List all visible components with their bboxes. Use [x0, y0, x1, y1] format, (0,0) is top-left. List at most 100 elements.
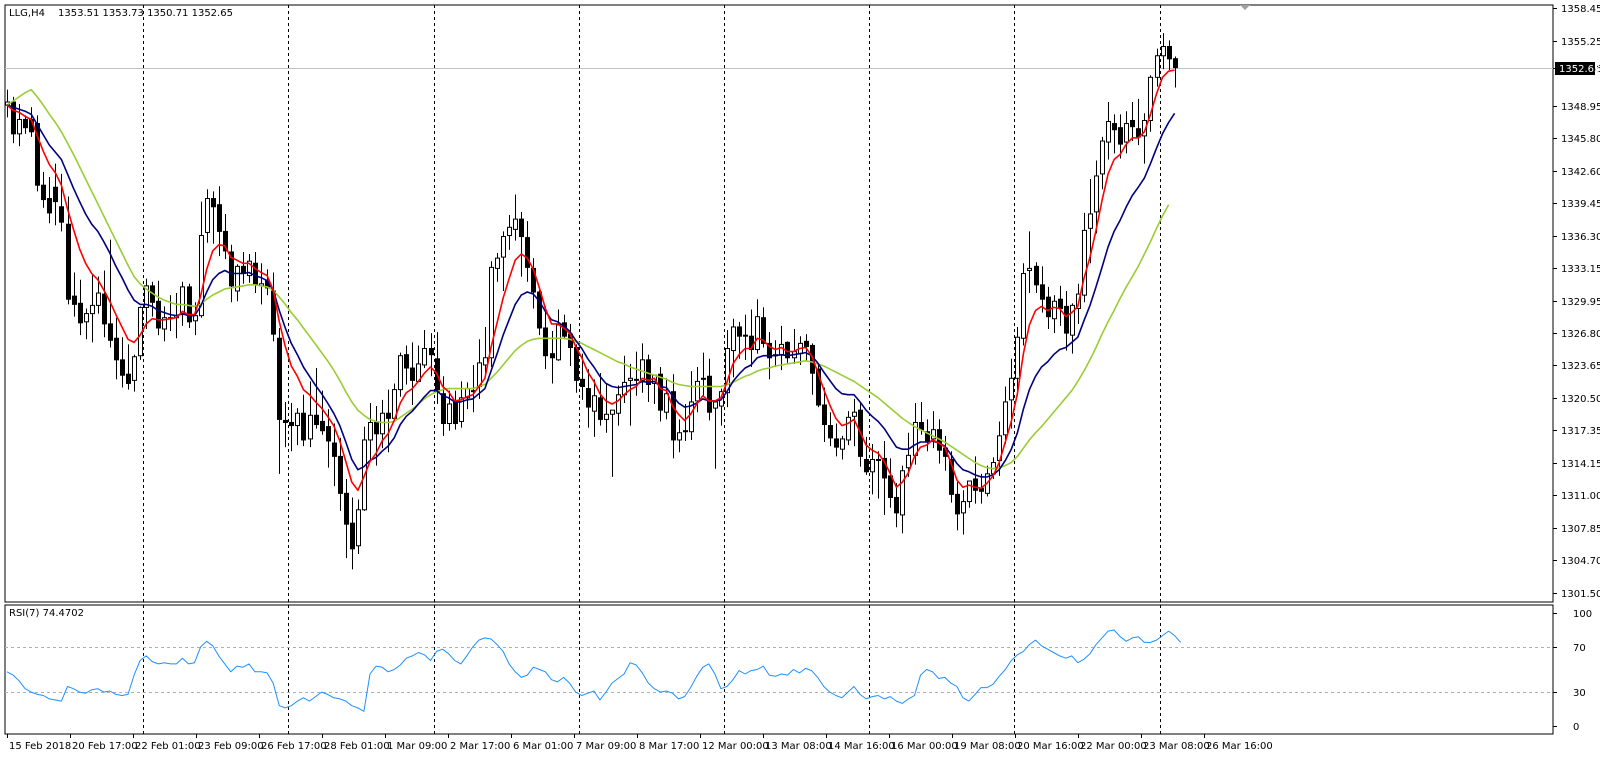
bull-candle-body — [1082, 229, 1087, 296]
bull-candle-body — [900, 470, 905, 516]
candle — [114, 317, 119, 380]
bear-candle-body — [525, 237, 530, 268]
candle — [1003, 386, 1008, 445]
candle — [683, 403, 688, 441]
price-tick-label: 1301.50 — [1561, 589, 1600, 600]
bull-candle-body — [1003, 401, 1008, 436]
bear-candle-body — [1112, 123, 1117, 131]
bull-candle-body — [90, 304, 95, 315]
price-panel[interactable] — [4, 4, 1554, 603]
candle — [519, 211, 524, 277]
candle — [120, 337, 125, 388]
bear-candle-body — [574, 346, 579, 381]
candle — [634, 351, 639, 396]
time-tick-label: 22 Mar 00:00 — [1080, 741, 1147, 752]
bear-candle-body — [102, 293, 107, 325]
bear-candle-body — [211, 198, 216, 208]
candle — [332, 423, 337, 487]
candle — [900, 465, 905, 534]
bull-candle-body — [17, 118, 22, 135]
rsi-tick-label: 100 — [1573, 609, 1592, 620]
bear-candle-body — [441, 393, 446, 425]
time-tick-label: 20 Feb 17:00 — [72, 741, 138, 752]
bear-candle-body — [1130, 119, 1135, 128]
price-tick-label: 1333.15 — [1561, 264, 1600, 275]
bear-candle-body — [580, 378, 585, 388]
bull-candle-body — [483, 357, 488, 366]
bull-candle-body — [162, 317, 167, 330]
bear-candle-body — [658, 373, 663, 411]
candle — [755, 299, 760, 354]
time-tick-label: 6 Mar 01:00 — [513, 741, 573, 752]
candle — [1118, 114, 1123, 159]
candle — [671, 374, 676, 459]
bear-candle-body — [761, 317, 766, 344]
bear-candle-body — [707, 375, 712, 413]
rsi-panel[interactable] — [4, 604, 1554, 735]
candle — [84, 308, 89, 340]
bear-candle-body — [59, 206, 64, 223]
candle — [725, 330, 730, 408]
candle — [1027, 231, 1032, 294]
price-tick-label: 1307.85 — [1561, 524, 1600, 535]
price-tick-label: 1323.65 — [1561, 361, 1600, 372]
bear-candle-body — [332, 442, 337, 457]
bear-candle-body — [955, 493, 960, 515]
bull-candle-body — [931, 429, 936, 440]
rsi-tick-label: 70 — [1573, 643, 1586, 654]
bear-candle-body — [876, 458, 881, 461]
price-tick-label: 1314.15 — [1561, 459, 1600, 470]
candle — [537, 289, 542, 336]
bull-candle-body — [967, 480, 972, 503]
rsi-title: RSI(7) 74.4702 — [9, 608, 84, 619]
time-tick-label: 23 Feb 09:00 — [198, 741, 264, 752]
rsi-tick-label: 0 — [1573, 722, 1579, 733]
bear-candle-body — [864, 458, 869, 473]
bull-candle-body — [725, 348, 730, 394]
candle — [713, 401, 718, 469]
candle — [47, 176, 52, 224]
bull-candle-body — [1100, 140, 1105, 175]
bear-candle-body — [53, 186, 58, 203]
time-tick-label: 8 Mar 17:00 — [639, 741, 699, 752]
candle — [1161, 33, 1166, 70]
bull-candle-body — [1052, 300, 1057, 320]
bull-candle-body — [459, 397, 464, 422]
bear-candle-body — [320, 420, 325, 432]
candle — [320, 390, 325, 435]
candle — [314, 368, 319, 429]
bull-candle-body — [1155, 55, 1160, 78]
time-tick-label: 2 Mar 17:00 — [450, 741, 510, 752]
candle — [852, 398, 857, 447]
bull-candle-body — [713, 401, 718, 409]
price-tick-label: 1326.80 — [1561, 329, 1600, 340]
candle — [1021, 263, 1026, 346]
bear-candle-body — [338, 455, 343, 494]
bear-candle-body — [108, 323, 113, 341]
bull-candle-body — [604, 413, 609, 420]
candle — [41, 171, 46, 208]
time-tick-label: 20 Mar 16:00 — [1017, 741, 1084, 752]
bull-candle-body — [144, 285, 149, 308]
candle — [102, 270, 107, 338]
bear-candle-body — [114, 337, 119, 361]
time-tick-label: 23 Mar 08:00 — [1143, 741, 1210, 752]
ma-fast-line — [6, 69, 1175, 492]
price-tick-label: 1339.45 — [1561, 199, 1600, 210]
candle — [501, 231, 506, 291]
candle — [550, 331, 555, 384]
bear-candle-body — [410, 367, 415, 381]
candle — [731, 318, 736, 378]
rsi-series-line — [6, 629, 1182, 712]
time-tick-label: 15 Feb 2018 — [9, 741, 71, 752]
bull-candle-body — [870, 458, 875, 473]
candle — [398, 352, 403, 397]
bear-candle-body — [350, 522, 355, 550]
candle — [949, 451, 954, 503]
candle — [513, 194, 518, 241]
candle — [374, 406, 379, 466]
candle — [749, 309, 754, 368]
candle — [422, 330, 427, 369]
chart-shift-marker[interactable] — [1240, 5, 1250, 10]
